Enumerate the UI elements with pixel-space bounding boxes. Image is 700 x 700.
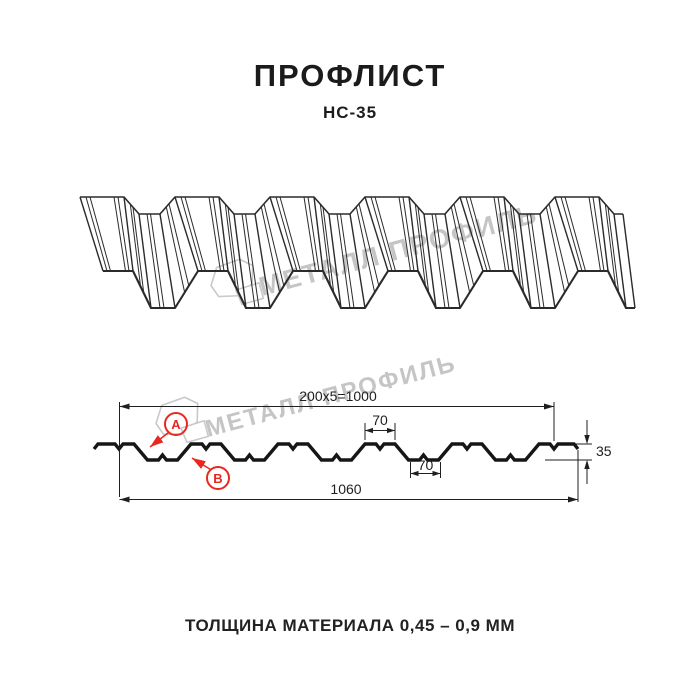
marker-b-label: B — [213, 471, 222, 486]
profile-cross-section — [92, 442, 580, 462]
dimension-overall-width: 1060 — [119, 450, 579, 503]
watermark-text: МЕТАЛЛ ПРОФИЛЬ — [256, 198, 541, 301]
profile-code: НС-35 — [322, 103, 378, 122]
marker-a-label: A — [171, 417, 181, 432]
dimension-valley-label: 70 — [418, 457, 434, 473]
dimension-valley-width: 70 — [410, 457, 441, 478]
dimension-height-label: 35 — [596, 443, 612, 459]
marker-a-badge: A — [149, 412, 188, 448]
dimension-crest-label: 70 — [372, 412, 388, 428]
page-title: ПРОФЛИСТ — [253, 58, 447, 93]
dimension-height: 35 — [545, 420, 612, 484]
material-thickness-note: ТОЛЩИНА МАТЕРИАЛА 0,45 – 0,9 ММ — [185, 616, 515, 635]
dimension-module-label: 200x5=1000 — [299, 388, 377, 404]
sheet-3d-view — [79, 196, 636, 310]
dimension-module: 200x5=1000 — [119, 388, 555, 497]
dimension-overall-label: 1060 — [330, 481, 361, 497]
marker-b-badge: B — [191, 457, 230, 490]
dimension-crest-width: 70 — [364, 412, 396, 440]
